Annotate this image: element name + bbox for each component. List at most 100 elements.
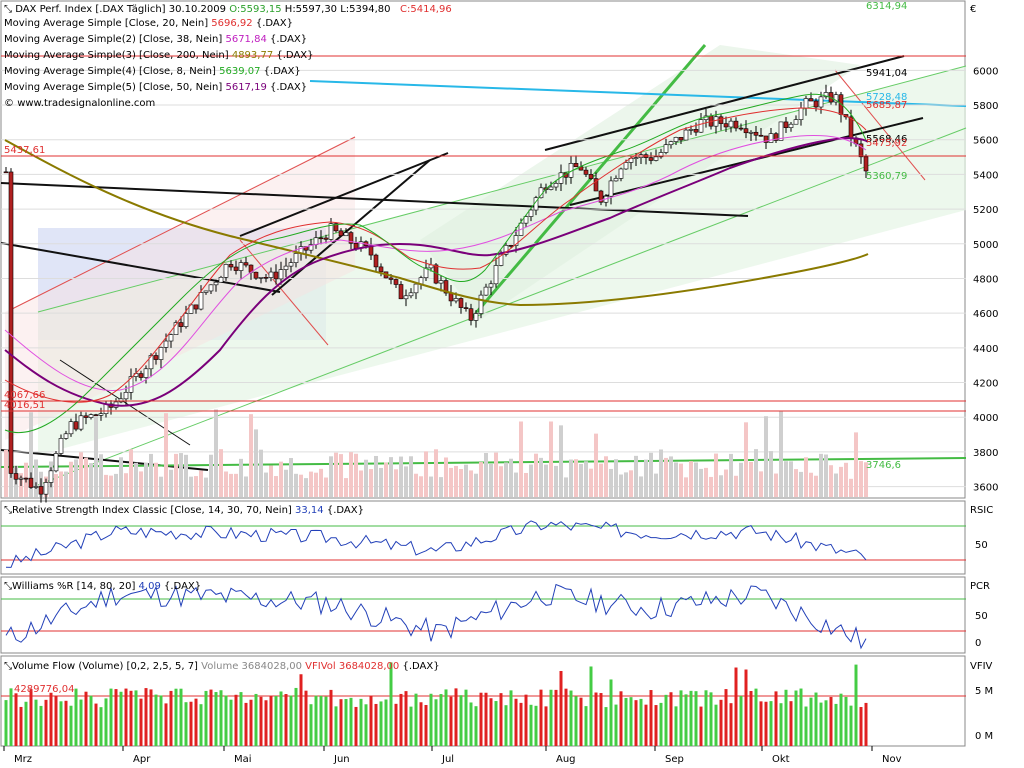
volume-bar: [804, 706, 808, 746]
candle-body: [653, 156, 659, 161]
volume-bar: [254, 693, 258, 746]
price-volume-bar: [714, 453, 718, 497]
volume-bar: [514, 698, 518, 746]
candle-body: [753, 131, 759, 136]
volume-bar: [24, 701, 28, 746]
black-thin-line: [59, 359, 191, 446]
volume-bar: [39, 705, 43, 746]
candle-body: [338, 230, 344, 237]
price-volume-bar: [339, 454, 343, 497]
annotation-4016: 4016,51: [4, 400, 45, 411]
volume-bar: [129, 690, 133, 746]
price-volume-bar: [544, 464, 548, 497]
black-trend-desc: [0, 182, 749, 217]
price-volume-bar: [159, 476, 163, 497]
candle-body: [528, 209, 534, 217]
currency-label: €: [970, 4, 976, 15]
volume-bar: [479, 692, 483, 746]
x-axis-label: Mai: [234, 754, 252, 765]
price-volume-bar: [54, 473, 58, 497]
candle-body: [633, 157, 639, 159]
price-axis-tick: 3600: [973, 483, 998, 494]
price-volume-bar: [129, 449, 133, 497]
price-volume-bar: [579, 463, 583, 497]
volume-bar: [684, 694, 688, 746]
volume-bar: [394, 703, 398, 746]
price-volume-bar: [319, 468, 323, 497]
price-volume-bar: [799, 471, 803, 497]
candle-body: [213, 281, 219, 286]
volume-bar: [359, 698, 363, 746]
volume-bar: [754, 688, 758, 746]
volume-bar: [379, 701, 383, 746]
candle-body: [698, 119, 704, 133]
price-volume-bar: [819, 453, 823, 497]
volume-bar: [434, 699, 438, 746]
price-volume-bar: [854, 432, 858, 497]
candle-body: [823, 92, 829, 98]
price-volume-bar: [839, 466, 843, 497]
williams-panel-frame[interactable]: [0, 576, 966, 654]
candle-body: [438, 280, 444, 284]
price-volume-bar: [459, 469, 463, 497]
volume-bar: [49, 692, 53, 746]
price-volume-bar: [659, 449, 663, 497]
candle-body: [183, 313, 189, 327]
price-axis-tick: 4400: [973, 344, 998, 355]
price-volume-bar: [594, 433, 598, 497]
copyright-icon: ©: [4, 98, 17, 109]
candle-body: [523, 216, 529, 224]
volume-bar: [769, 701, 773, 746]
price-volume-bar: [539, 457, 543, 497]
volume-bar: [739, 695, 743, 746]
ohlc-close-label: C:5414,96: [400, 4, 452, 15]
rsi-axis-title: RSIC: [970, 505, 993, 516]
price-volume-bar: [264, 472, 268, 497]
price-axis-tick: 3800: [973, 448, 998, 459]
x-axis-label: Okt: [772, 754, 790, 765]
volume-bar: [139, 698, 143, 746]
rsi-panel-frame[interactable]: [0, 500, 966, 575]
candle-body: [168, 334, 174, 342]
volume-bar: [794, 690, 798, 746]
volume-bar: [619, 691, 623, 746]
candle-body: [218, 277, 224, 283]
candle-body: [663, 144, 669, 153]
candle-body: [43, 482, 49, 495]
volume-bar: [244, 702, 248, 746]
price-volume-bar: [274, 476, 278, 497]
candle-body: [818, 96, 824, 108]
price-volume-bar: [99, 454, 103, 497]
candle-body: [223, 264, 229, 278]
volume-bar: [414, 693, 418, 746]
price-volume-bar: [724, 469, 728, 497]
volume-bar: [574, 696, 578, 746]
volume-bar: [809, 697, 813, 746]
price-volume-bar: [364, 459, 368, 497]
volume-bar: [79, 699, 83, 746]
volume-bar: [614, 704, 618, 746]
annotation-5685: 5685,87: [866, 100, 907, 111]
price-volume-bar: [124, 473, 128, 497]
volume-bar: [204, 690, 208, 746]
candle-body: [478, 294, 484, 314]
price-volume-bar: [789, 461, 793, 497]
price-volume-bar: [239, 458, 243, 497]
volume-bar: [329, 689, 333, 746]
price-volume-bar: [249, 414, 253, 497]
volume-bar: [169, 690, 173, 746]
green-trendline-low: [37, 127, 967, 486]
price-volume-bar: [604, 456, 608, 497]
price-volume-bar: [84, 457, 88, 497]
price-volume-bar: [94, 416, 98, 497]
candle-body: [588, 174, 594, 179]
volume-bar: [294, 687, 298, 746]
price-volume-bar: [489, 464, 493, 497]
x-axis-label: Aug: [556, 754, 576, 765]
rsi-label: ⤡Relative Strength Index Classic [Close,…: [4, 505, 364, 516]
candle-body: [748, 131, 754, 134]
price-volume-bar: [469, 470, 473, 497]
x-axis-label: Mrz: [14, 754, 32, 765]
volume-bar: [759, 701, 763, 746]
volume-bar: [229, 699, 233, 746]
